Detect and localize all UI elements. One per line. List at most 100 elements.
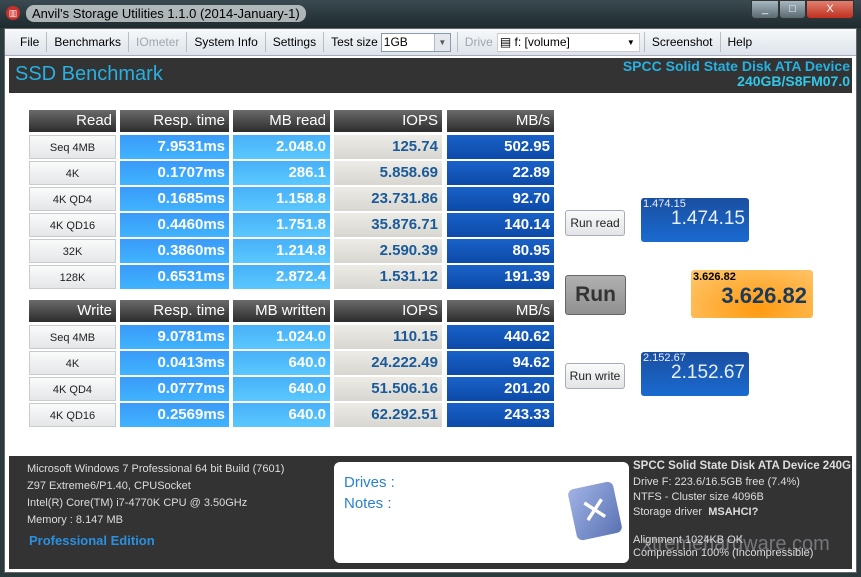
write-cell: 9.0781ms [120, 325, 229, 349]
write-cell: 243.33 [447, 403, 554, 427]
write-row-label: Seq 4MB [29, 325, 116, 349]
write-cell: 51.506.16 [334, 377, 442, 401]
write-row-label: 4K [29, 351, 116, 375]
write-cell: 62.292.51 [334, 403, 442, 427]
menu-iometer[interactable]: IOmeter [129, 32, 188, 52]
read-cell: 35.876.71 [334, 213, 442, 237]
read-cell: 0.1685ms [120, 187, 229, 211]
read-header-3: IOPS [334, 110, 442, 132]
menu-screenshot[interactable]: Screenshot [643, 32, 721, 52]
cpu-info: Intel(R) Core(TM) i7-4770K CPU @ 3.50GHz [27, 497, 248, 509]
write-row-label: 4K QD16 [29, 403, 116, 427]
write-cell: 0.0413ms [120, 351, 229, 375]
read-row-label: 32K [29, 239, 116, 263]
write-cell: 24.222.49 [334, 351, 442, 375]
read-score: 1.474.15 1.474.15 [641, 198, 749, 242]
read-cell: 140.14 [447, 213, 554, 237]
test-size-value: 1GB [383, 34, 408, 49]
read-row-label: 128K [29, 265, 116, 289]
page-title: SSD Benchmark [15, 63, 163, 85]
main-window: File Benchmarks IOmeter System Info Sett… [4, 28, 857, 573]
write-cell: 110.15 [334, 325, 442, 349]
read-cell: 1.158.8 [233, 187, 330, 211]
menu-settings[interactable]: Settings [266, 32, 325, 52]
notes-label: Notes : [344, 495, 392, 512]
read-cell: 92.70 [447, 187, 554, 211]
menu-file[interactable]: File [13, 32, 48, 52]
memory-info: Memory : 8.147 MB [27, 514, 123, 526]
drive-select[interactable]: ▤ f: [volume] ▼ [496, 32, 640, 52]
read-header-0: Read [29, 110, 116, 132]
write-cell: 440.62 [447, 325, 554, 349]
app-icon: ▥ [6, 6, 20, 20]
read-cell: 0.3860ms [120, 239, 229, 263]
write-cell: 0.0777ms [120, 377, 229, 401]
read-cell: 502.95 [447, 135, 554, 159]
read-cell: 0.1707ms [120, 161, 229, 185]
chevron-down-icon[interactable]: ▼ [433, 33, 450, 51]
run-button[interactable]: Run [565, 275, 626, 315]
test-size-select[interactable]: 1GB ▼ [380, 32, 451, 52]
read-cell: 286.1 [233, 161, 330, 185]
device-title: SPCC Solid State Disk ATA Device 240GB/S… [623, 59, 850, 89]
read-cell: 125.74 [334, 135, 442, 159]
read-cell: 2.590.39 [334, 239, 442, 263]
read-cell: 191.39 [447, 265, 554, 289]
write-cell: 0.2569ms [120, 403, 229, 427]
menu-help[interactable]: Help [727, 35, 753, 49]
total-score-value: 3.626.82 [721, 283, 807, 308]
write-header-1: Resp. time [120, 300, 229, 322]
write-cell: 640.0 [233, 377, 330, 401]
read-header-4: MB/s [447, 110, 554, 132]
read-cell: 1.751.8 [233, 213, 330, 237]
write-cell: 1.024.0 [233, 325, 330, 349]
run-write-button[interactable]: Run write [565, 363, 625, 389]
chevron-down-icon[interactable]: ▼ [622, 33, 639, 51]
drive-label: Drive [456, 32, 497, 52]
write-cell: 94.62 [447, 351, 554, 375]
alignment-info: Alignment 1024KB OK [633, 534, 744, 546]
write-header-0: Write [29, 300, 116, 322]
write-header-3: IOPS [334, 300, 442, 322]
maximize-button[interactable]: □ [779, 0, 806, 19]
read-row-label: 4K QD4 [29, 187, 116, 211]
drive-free: Drive F: 223.6/16.5GB free (7.4%) [633, 476, 800, 488]
write-cell: 640.0 [233, 403, 330, 427]
device-full-name: SPCC Solid State Disk ATA Device 240G [633, 460, 851, 472]
device-name: SPCC Solid State Disk ATA Device [622, 58, 850, 74]
minimize-button[interactable]: _ [751, 0, 779, 19]
drive-value: f: [volume] [514, 34, 570, 49]
write-row-label: 4K QD4 [29, 377, 116, 401]
write-header-4: MB/s [447, 300, 554, 322]
watermark-text: xtremehardware.com [642, 533, 830, 555]
read-cell: 23.731.86 [334, 187, 442, 211]
read-header-1: Resp. time [120, 110, 229, 132]
total-score: 3.626.82 3.626.82 [691, 270, 813, 318]
read-cell: 80.95 [447, 239, 554, 263]
drive-icon: ▤ [499, 34, 515, 49]
read-cell: 1.531.12 [334, 265, 442, 289]
read-score-small: 1.474.15 [643, 198, 686, 210]
write-score-small: 2.152.67 [643, 352, 686, 364]
read-cell: 7.9531ms [120, 135, 229, 159]
toolbar: File Benchmarks IOmeter System Info Sett… [5, 29, 856, 56]
read-header-2: MB read [233, 110, 330, 132]
storage-driver-value: MSAHCI? [708, 506, 759, 518]
board-info: Z97 Extreme6/P1.40, CPUSocket [27, 480, 191, 492]
read-row-label: Seq 4MB [29, 135, 116, 159]
read-score-value: 1.474.15 [671, 208, 745, 229]
write-cell: 201.20 [447, 377, 554, 401]
test-size-label: Test size [331, 35, 378, 49]
compression-info: Compression 100% (Incompressible) [633, 547, 814, 559]
read-cell: 1.214.8 [233, 239, 330, 263]
window-title: Anvil's Storage Utilities 1.1.0 (2014-Ja… [26, 5, 306, 22]
edition-label: Professional Edition [29, 533, 155, 548]
run-read-button[interactable]: Run read [565, 210, 625, 236]
menu-system-info[interactable]: System Info [187, 32, 266, 52]
menu-benchmarks[interactable]: Benchmarks [47, 32, 130, 52]
close-button[interactable]: X [806, 0, 854, 19]
write-score: 2.152.67 2.152.67 [641, 352, 749, 396]
read-cell: 2.872.4 [233, 265, 330, 289]
write-score-value: 2.152.67 [671, 362, 745, 383]
drives-label: Drives : [344, 474, 395, 491]
